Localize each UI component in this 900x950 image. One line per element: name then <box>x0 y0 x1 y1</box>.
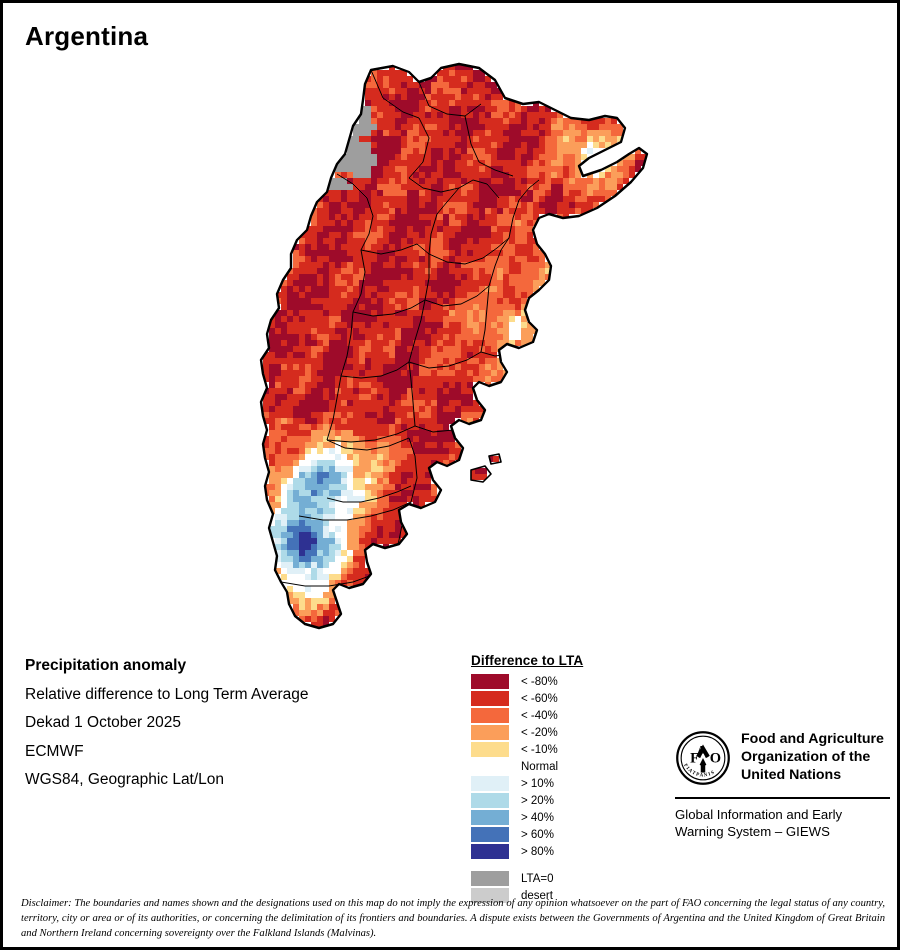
fao-organization-line: United Nations <box>741 766 842 783</box>
fao-logo-icon: F A O F I A T P A N I S <box>675 730 731 786</box>
legend-label: > 60% <box>521 828 554 841</box>
svg-text:O: O <box>710 750 721 766</box>
legend-row: > 60% <box>471 826 671 843</box>
fao-organization-line: Organization of the <box>741 748 871 765</box>
fao-organization-name: Food and Agriculture Organization of the U… <box>741 730 884 784</box>
legend-row: desert <box>471 887 671 904</box>
description-line: WGS84, Geographic Lat/Lon <box>25 771 225 788</box>
legend-color-swatch <box>471 827 509 842</box>
legend-row: < -60% <box>471 690 671 707</box>
legend-row: LTA=0 <box>471 870 671 887</box>
precipitation-anomaly-map <box>233 58 683 638</box>
giews-program-name: Global Information and Early Warning Syst… <box>675 807 890 841</box>
legend-label: Normal <box>521 760 559 773</box>
legend-color-swatch <box>471 759 509 774</box>
legend-label: LTA=0 <box>521 872 554 885</box>
legend-color-swatch <box>471 708 509 723</box>
legend-row: > 40% <box>471 809 671 826</box>
legend-label: < -40% <box>521 709 558 722</box>
legend: Difference to LTA < -80% < -60% < -40% < -2… <box>471 653 671 904</box>
description-line: Relative difference to Long Term Average <box>25 685 309 703</box>
page-title: Argentina <box>25 21 149 51</box>
description-line: ECMWF <box>25 742 84 760</box>
fao-divider <box>675 797 890 799</box>
description-line: Dekad 1 October 2025 <box>25 714 181 731</box>
legend-label: desert <box>521 889 553 902</box>
legend-color-swatch <box>471 691 509 706</box>
fao-header: F A O F I A T P A N I S Food and Agricul… <box>675 730 890 786</box>
map-figure <box>233 58 683 638</box>
legend-row: Normal <box>471 758 671 775</box>
legend-row: < -20% <box>471 724 671 741</box>
legend-title: Difference to LTA <box>471 653 584 668</box>
legend-row: > 10% <box>471 775 671 792</box>
legend-row: < -10% <box>471 741 671 758</box>
legend-color-swatch <box>471 871 509 886</box>
legend-row: < -80% <box>471 673 671 690</box>
fao-organization-line: Food and Agriculture <box>741 731 884 747</box>
svg-text:F: F <box>690 750 699 766</box>
legend-row: < -40% <box>471 707 671 724</box>
legend-label: > 40% <box>521 811 554 824</box>
legend-label: < -10% <box>521 743 558 756</box>
legend-label: < -80% <box>521 675 558 688</box>
legend-color-swatch <box>471 742 509 757</box>
legend-label: > 10% <box>521 777 554 790</box>
legend-row: > 20% <box>471 792 671 809</box>
legend-color-swatch <box>471 844 509 859</box>
description-line: Precipitation anomaly <box>25 657 187 674</box>
legend-label: < -20% <box>521 726 558 739</box>
legend-color-swatch <box>471 888 509 903</box>
giews-program-line: Global Information and Early <box>675 807 843 822</box>
giews-program-line: Warning System – GIEWS <box>675 823 830 839</box>
legend-spacer <box>471 860 671 870</box>
legend-color-swatch <box>471 776 509 791</box>
map-description: Precipitation anomaly Relative difference… <box>25 658 445 801</box>
legend-label: < -60% <box>521 692 558 705</box>
legend-color-swatch <box>471 810 509 825</box>
fao-branding: F A O F I A T P A N I S Food and Agricul… <box>675 730 890 841</box>
legend-label: > 20% <box>521 794 554 807</box>
disclaimer-text: Disclaimer: The boundaries and names sho… <box>21 898 885 940</box>
legend-color-swatch <box>471 725 509 740</box>
legend-color-swatch <box>471 793 509 808</box>
legend-label: > 80% <box>521 845 554 858</box>
legend-color-swatch <box>471 674 509 689</box>
legend-entries: < -80% < -60% < -40% < -20% < -10% Normal > 10… <box>471 673 671 860</box>
legend-extra-entries: LTA=0 desert <box>471 870 671 904</box>
svg-text:A: A <box>697 745 705 757</box>
legend-row: > 80% <box>471 843 671 860</box>
